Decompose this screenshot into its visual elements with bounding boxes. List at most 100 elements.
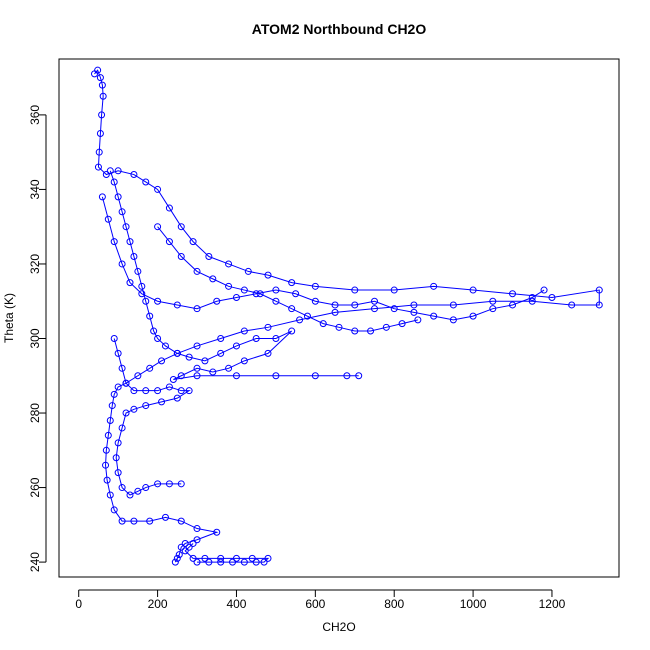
data-point	[94, 163, 102, 171]
data-point	[104, 215, 112, 223]
data-point	[193, 364, 201, 372]
data-point	[217, 335, 225, 342]
x-tick-label: 200	[148, 597, 168, 611]
data-point	[209, 275, 217, 283]
x-tick-label: 1000	[460, 597, 487, 611]
data-point	[288, 327, 296, 335]
data-point	[390, 305, 398, 313]
data-point	[232, 554, 240, 562]
data-point	[213, 297, 221, 305]
data-point	[292, 290, 300, 298]
data-point	[94, 66, 102, 74]
data-point	[114, 193, 122, 201]
data-point	[351, 301, 359, 309]
data-point	[489, 297, 497, 305]
data-point	[311, 282, 319, 290]
data-point	[193, 342, 201, 350]
data-point	[398, 320, 406, 328]
data-point	[217, 554, 225, 562]
data-point	[104, 431, 112, 439]
data-point	[158, 398, 166, 406]
data-point	[252, 558, 260, 566]
data-series	[98, 193, 548, 324]
series-line	[113, 338, 191, 496]
data-point	[331, 301, 339, 309]
data-point	[414, 316, 422, 324]
plot-frame	[58, 58, 620, 578]
data-point	[288, 279, 296, 287]
data-point	[205, 253, 213, 261]
data-point	[146, 364, 154, 372]
data-point	[177, 517, 185, 525]
data-point	[225, 282, 233, 290]
data-point	[240, 327, 248, 335]
data-point	[142, 484, 150, 492]
data-point	[177, 372, 185, 380]
data-point	[122, 379, 130, 387]
data-point	[130, 387, 138, 395]
data-point	[130, 171, 138, 179]
data-point	[122, 409, 130, 417]
data-point	[193, 536, 201, 544]
data-point	[171, 558, 179, 566]
data-point	[112, 454, 120, 462]
y-axis: 240 260 280 300 320 340 360	[28, 105, 47, 572]
data-point	[232, 342, 240, 350]
series-line	[94, 69, 600, 563]
data-point	[118, 484, 126, 492]
data-point	[225, 260, 233, 268]
data-point	[193, 372, 201, 380]
data-point	[103, 476, 111, 484]
data-point	[264, 349, 272, 357]
data-point	[229, 558, 237, 566]
data-point	[311, 297, 319, 305]
data-series	[181, 539, 272, 566]
data-point	[568, 301, 576, 309]
data-point	[217, 349, 225, 357]
data-point	[595, 301, 603, 309]
data-point	[272, 297, 280, 305]
data-point	[102, 461, 110, 469]
data-point	[213, 528, 221, 536]
data-point	[161, 342, 169, 350]
y-tick-label: 300	[28, 328, 42, 348]
data-point	[114, 439, 122, 447]
y-tick-label: 280	[28, 403, 42, 423]
data-point	[240, 357, 248, 365]
data-series	[154, 223, 422, 335]
data-point	[110, 238, 118, 246]
data-point	[232, 294, 240, 301]
data-point	[232, 372, 240, 380]
data-point	[225, 364, 233, 372]
data-point	[351, 327, 359, 335]
data-point	[177, 543, 185, 551]
data-point	[150, 327, 158, 335]
data-point	[331, 308, 339, 316]
data-point	[240, 286, 248, 294]
data-point	[138, 282, 146, 290]
data-point	[122, 223, 130, 231]
series-line	[101, 196, 545, 321]
data-point	[205, 558, 213, 566]
data-point	[410, 308, 418, 316]
data-point	[173, 394, 181, 402]
data-point	[248, 554, 256, 562]
data-point	[264, 323, 272, 331]
data-point	[108, 402, 116, 410]
data-point	[449, 301, 457, 309]
x-axis-label: CH2O	[322, 620, 355, 634]
data-point	[169, 375, 177, 383]
data-point	[181, 539, 189, 547]
data-point	[134, 267, 142, 275]
data-point	[430, 282, 438, 290]
data-point	[98, 81, 106, 89]
data-point	[272, 335, 280, 342]
data-point	[185, 353, 193, 361]
data-point	[177, 223, 185, 231]
x-tick-label: 0	[75, 597, 82, 611]
data-point	[335, 323, 343, 331]
data-point	[102, 446, 110, 454]
data-point	[99, 92, 107, 100]
data-point	[430, 312, 438, 320]
data-point	[98, 193, 106, 201]
